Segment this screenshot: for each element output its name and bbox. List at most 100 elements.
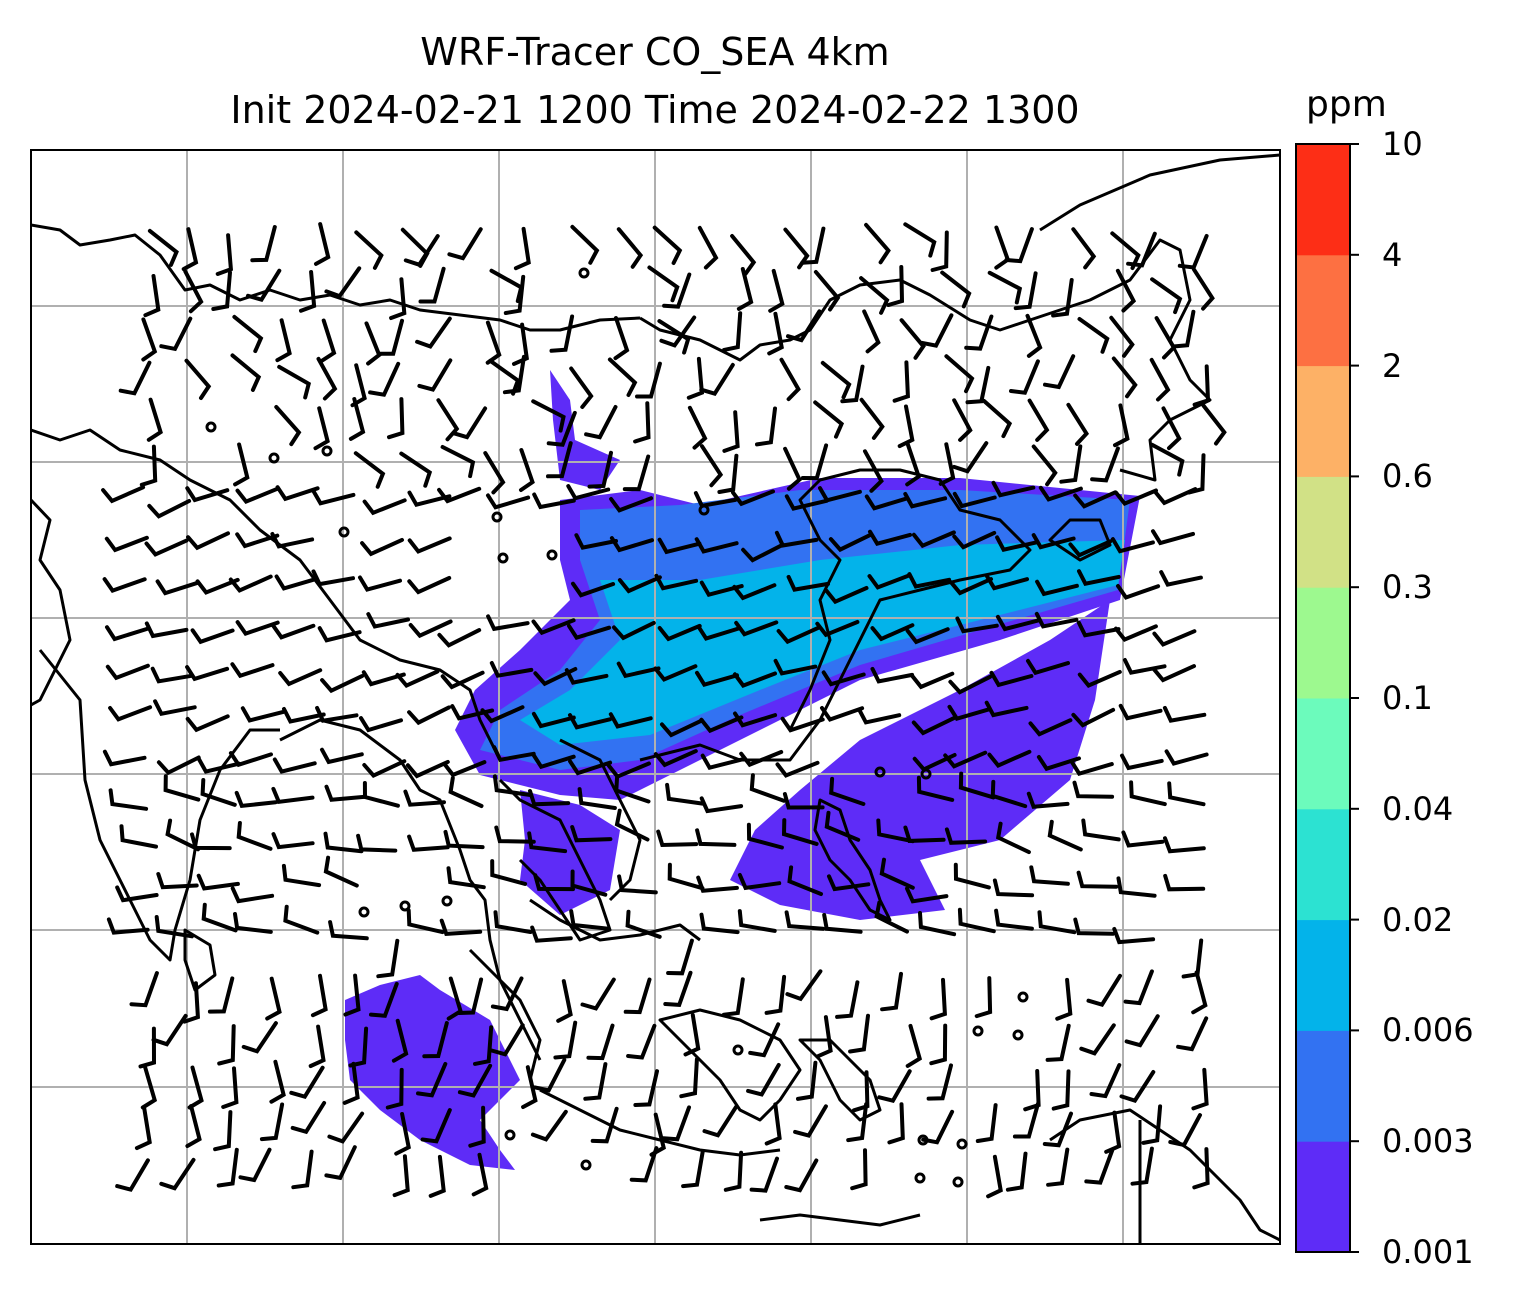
colorbar-segment xyxy=(1296,698,1350,810)
wind-barb xyxy=(486,493,531,510)
wind-barb xyxy=(533,873,575,892)
wind-barb xyxy=(722,311,743,352)
wind-barb xyxy=(1115,268,1137,313)
wind-barb xyxy=(609,536,654,553)
wind-barb xyxy=(494,825,536,844)
wind-barb xyxy=(864,494,909,511)
wind-barb xyxy=(659,315,697,348)
wind-barb xyxy=(531,618,576,636)
wind-barb xyxy=(870,666,915,684)
wind-barb xyxy=(566,484,611,501)
wind-barb xyxy=(211,270,232,311)
wind-barb xyxy=(246,268,282,303)
wind-barb xyxy=(1113,624,1158,643)
wind-barb xyxy=(574,533,618,550)
colorbar-tick-label: 0.001 xyxy=(1382,1233,1474,1271)
wind-barb xyxy=(407,834,450,852)
wind-barb xyxy=(1026,658,1070,676)
wind-barb xyxy=(439,918,483,936)
wind-barb xyxy=(399,451,433,488)
wind-barb xyxy=(451,406,488,440)
wind-barb xyxy=(1071,707,1116,728)
wind-barb xyxy=(362,781,400,808)
wind-barb xyxy=(990,779,1028,809)
wind-barb xyxy=(1031,533,1076,550)
wind-barb xyxy=(546,410,577,447)
wind-barb xyxy=(468,1105,486,1148)
wind-calm-circle xyxy=(338,526,350,538)
wind-barb xyxy=(683,1013,701,1057)
wind-barb xyxy=(403,789,446,807)
wind-barb xyxy=(800,443,829,481)
wind-barb xyxy=(1079,1023,1116,1056)
wind-barb xyxy=(1150,277,1183,315)
wind-barb xyxy=(1013,271,1038,311)
wind-barb xyxy=(952,441,989,474)
wind-barb xyxy=(236,821,273,851)
wind-barb xyxy=(569,909,610,931)
wind-barb xyxy=(730,234,757,276)
wind-barb xyxy=(102,749,147,767)
wind-barb xyxy=(187,1065,204,1110)
wind-barb xyxy=(958,771,996,800)
wind-barb xyxy=(354,230,384,270)
wind-barb xyxy=(905,442,922,487)
wind-barb xyxy=(859,397,885,440)
wind-barb xyxy=(316,356,338,401)
wind-barb xyxy=(1116,584,1161,600)
wind-barb xyxy=(661,1105,691,1142)
wind-barb xyxy=(1163,873,1206,892)
wind-barb xyxy=(986,1154,1003,1199)
wind-barb xyxy=(868,529,912,547)
wind-barb xyxy=(944,827,988,845)
wind-barb xyxy=(568,713,612,730)
colorbar-segment xyxy=(1296,1141,1350,1253)
wind-barb xyxy=(105,663,150,681)
wind-barb xyxy=(230,353,262,392)
wind-barb xyxy=(1123,969,1154,1006)
wind-barb xyxy=(784,1158,819,1193)
colorbar-segment xyxy=(1296,808,1350,921)
wind-barb xyxy=(368,361,401,397)
wind-barb xyxy=(271,623,316,640)
wind-barb xyxy=(687,405,708,450)
wind-barb xyxy=(485,320,502,365)
wind-barb xyxy=(755,406,777,447)
wind-barb xyxy=(656,829,699,848)
colorbar-tick-label: 4 xyxy=(1382,235,1403,274)
wind-barb xyxy=(989,670,1034,688)
wind-barb xyxy=(443,829,485,850)
wind-calm-circle xyxy=(268,452,280,464)
wind-barb xyxy=(320,318,337,363)
wind-barb xyxy=(493,910,533,934)
wind-barb xyxy=(299,270,317,313)
wind-barb xyxy=(926,1063,953,1101)
wind-barb xyxy=(102,577,147,593)
wind-barb xyxy=(405,759,450,779)
wind-barb xyxy=(994,908,1034,931)
wind-barb xyxy=(652,225,683,265)
wind-barb xyxy=(364,321,382,366)
wind-barb xyxy=(141,317,158,362)
colorbar-tick-label: 0.003 xyxy=(1382,1122,1474,1161)
wind-barb xyxy=(829,776,866,806)
wind-barb xyxy=(903,492,948,509)
wind-barb xyxy=(848,1013,870,1054)
wind-barb xyxy=(781,818,819,846)
wind-barb xyxy=(366,612,410,629)
wind-calm-circle xyxy=(1017,991,1029,1003)
wind-barb xyxy=(490,859,528,886)
wind-barb xyxy=(1191,1067,1209,1111)
wind-barb xyxy=(369,981,399,1018)
wind-barb xyxy=(731,489,775,507)
wind-barb xyxy=(862,309,881,354)
wind-barb xyxy=(200,778,237,807)
map-frame xyxy=(30,149,1281,1245)
wind-barb xyxy=(916,775,955,802)
wind-calm-circle xyxy=(874,766,886,778)
wind-barb xyxy=(1121,830,1165,848)
wind-barb xyxy=(138,1026,157,1069)
wind-barb xyxy=(407,576,452,595)
wind-barb xyxy=(139,444,158,487)
wind-calm-circle xyxy=(497,552,509,564)
